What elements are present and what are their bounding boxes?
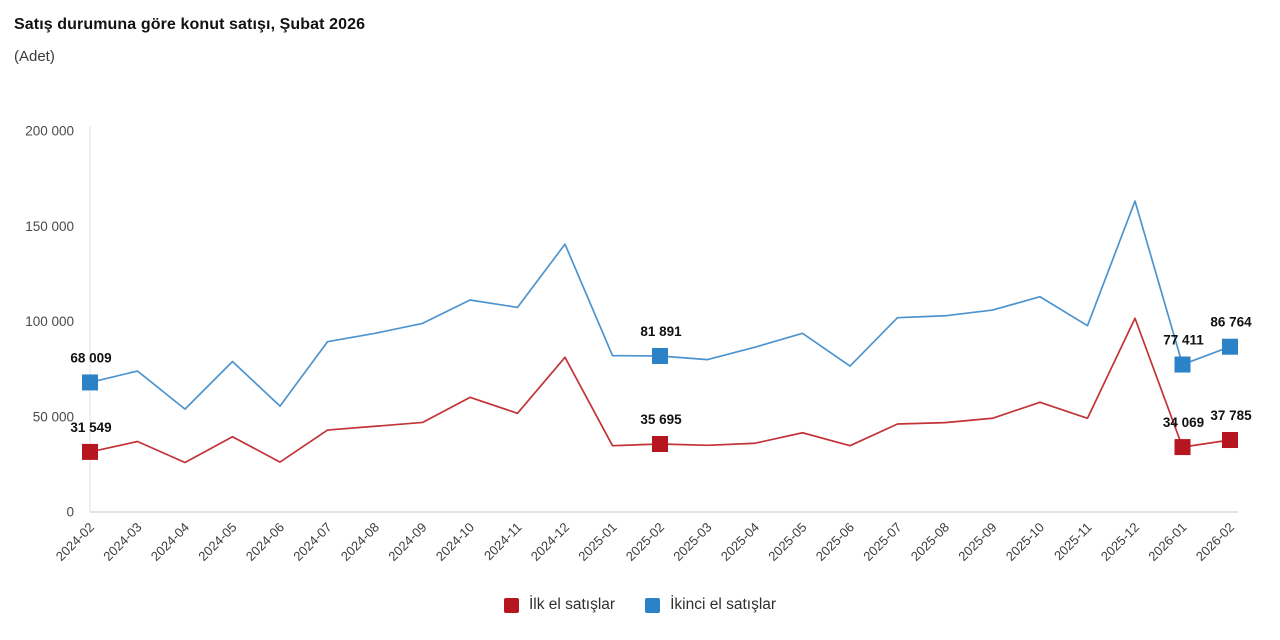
data-point-label: 77 411 xyxy=(1163,333,1204,348)
legend-label: İkinci el satışlar xyxy=(670,596,777,613)
data-point-label: 68 009 xyxy=(70,350,111,365)
data-point-marker-second-hand-2026-01[interactable] xyxy=(1174,356,1191,373)
data-point-marker-second-hand-2025-02[interactable] xyxy=(652,347,668,364)
data-point-marker-second-hand-2026-02[interactable] xyxy=(1222,338,1238,355)
data-point-marker-first-hand-2026-01[interactable] xyxy=(1174,439,1191,456)
x-axis-tick-label: 2024-02 xyxy=(53,520,97,564)
x-axis-tick-label: 2025-08 xyxy=(908,520,952,564)
x-axis-tick-label: 2025-02 xyxy=(623,520,667,564)
legend-label: İlk el satışlar xyxy=(528,596,616,613)
legend-item-first-hand[interactable]: İlk el satışlar xyxy=(503,596,616,614)
data-point-label: 35 695 xyxy=(640,412,682,427)
x-axis-tick-label: 2026-01 xyxy=(1145,520,1189,564)
data-point-label: 34 069 xyxy=(1163,415,1204,430)
y-axis-tick-label: 100 000 xyxy=(25,314,74,329)
x-axis-tick-label: 2025-09 xyxy=(955,520,999,564)
series-line-second-hand xyxy=(89,200,1231,410)
x-axis-tick-label: 2024-11 xyxy=(481,520,525,564)
x-axis-tick-label: 2024-08 xyxy=(338,520,382,564)
x-axis-tick-label: 2025-10 xyxy=(1003,520,1047,564)
data-point-marker-first-hand-2025-02[interactable] xyxy=(652,436,668,453)
legend-item-second-hand[interactable]: İkinci el satışlar xyxy=(645,596,776,614)
x-axis-tick-label: 2024-07 xyxy=(290,520,334,564)
data-point-marker-first-hand-2024-02[interactable] xyxy=(82,443,98,460)
x-axis-tick-label: 2026-02 xyxy=(1193,520,1237,564)
x-axis-tick-label: 2025-07 xyxy=(860,520,904,564)
x-axis-tick-label: 2025-04 xyxy=(718,520,762,564)
x-axis-tick-label: 2024-12 xyxy=(528,520,572,564)
x-axis-tick-label: 2025-01 xyxy=(575,520,619,564)
data-point-marker-second-hand-2024-02[interactable] xyxy=(82,374,98,391)
x-axis-tick-label: 2025-06 xyxy=(813,520,857,564)
data-point-marker-first-hand-2026-02[interactable] xyxy=(1222,432,1238,449)
y-axis-tick-label: 50 000 xyxy=(33,409,74,424)
x-axis-tick-label: 2024-05 xyxy=(195,520,239,564)
data-point-label: 86 764 xyxy=(1210,315,1252,330)
chart-legend: İlk el satışlar İkinci el satışlar xyxy=(0,596,1280,614)
data-point-label: 31 549 xyxy=(70,420,111,435)
second-hand-swatch-icon xyxy=(645,597,661,613)
x-axis-tick-label: 2024-10 xyxy=(433,520,477,564)
y-axis-tick-label: 0 xyxy=(66,505,74,520)
x-axis-tick-label: 2025-11 xyxy=(1051,520,1095,564)
chart-title: Satış durumuna göre konut satışı, Şubat … xyxy=(14,16,366,33)
x-axis-tick-label: 2024-09 xyxy=(385,520,429,564)
y-axis-tick-label: 200 000 xyxy=(25,124,74,139)
y-axis-tick-label: 150 000 xyxy=(25,219,74,234)
first-hand-swatch-icon xyxy=(503,597,519,613)
x-axis-tick-label: 2024-06 xyxy=(243,520,287,564)
data-point-label: 37 785 xyxy=(1210,408,1252,423)
x-axis-tick-label: 2025-05 xyxy=(765,520,809,564)
data-point-label: 81 891 xyxy=(640,324,682,339)
x-axis-tick-label: 2024-04 xyxy=(148,520,192,564)
x-axis-tick-label: 2024-03 xyxy=(100,520,144,564)
chart-unit-subtitle: (Adet) xyxy=(14,48,55,65)
x-axis-tick-label: 2025-03 xyxy=(670,520,714,564)
x-axis-tick-label: 2025-12 xyxy=(1098,520,1142,564)
